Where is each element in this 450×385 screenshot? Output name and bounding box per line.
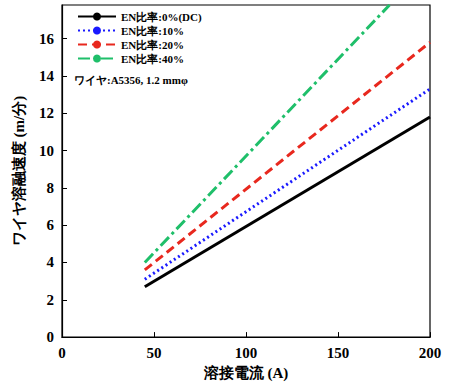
svg-text:溶接電流 (A): 溶接電流 (A) [203, 364, 289, 382]
svg-text:EN比率:20%: EN比率:20% [121, 39, 184, 51]
svg-text:200: 200 [419, 345, 442, 361]
svg-text:16: 16 [39, 31, 55, 47]
svg-text:150: 150 [327, 345, 350, 361]
svg-text:0: 0 [47, 329, 55, 345]
svg-text:14: 14 [39, 68, 55, 84]
svg-text:2: 2 [47, 292, 55, 308]
svg-text:10: 10 [39, 143, 54, 159]
svg-text:ワイヤ:A5356, 1.2 mmφ: ワイヤ:A5356, 1.2 mmφ [74, 74, 188, 86]
svg-text:EN比率:10%: EN比率:10% [121, 25, 184, 37]
svg-text:50: 50 [147, 345, 162, 361]
svg-text:12: 12 [39, 105, 54, 121]
svg-text:EN比率:0%(DC): EN比率:0%(DC) [121, 11, 202, 24]
svg-text:0: 0 [58, 345, 66, 361]
svg-text:100: 100 [235, 345, 258, 361]
svg-text:8: 8 [47, 180, 55, 196]
svg-text:4: 4 [47, 254, 55, 270]
svg-text:6: 6 [47, 217, 55, 233]
svg-text:EN比率:40%: EN比率:40% [121, 53, 184, 65]
svg-text:ワイヤ溶融速度 (m/分): ワイヤ溶融速度 (m/分) [10, 96, 28, 246]
